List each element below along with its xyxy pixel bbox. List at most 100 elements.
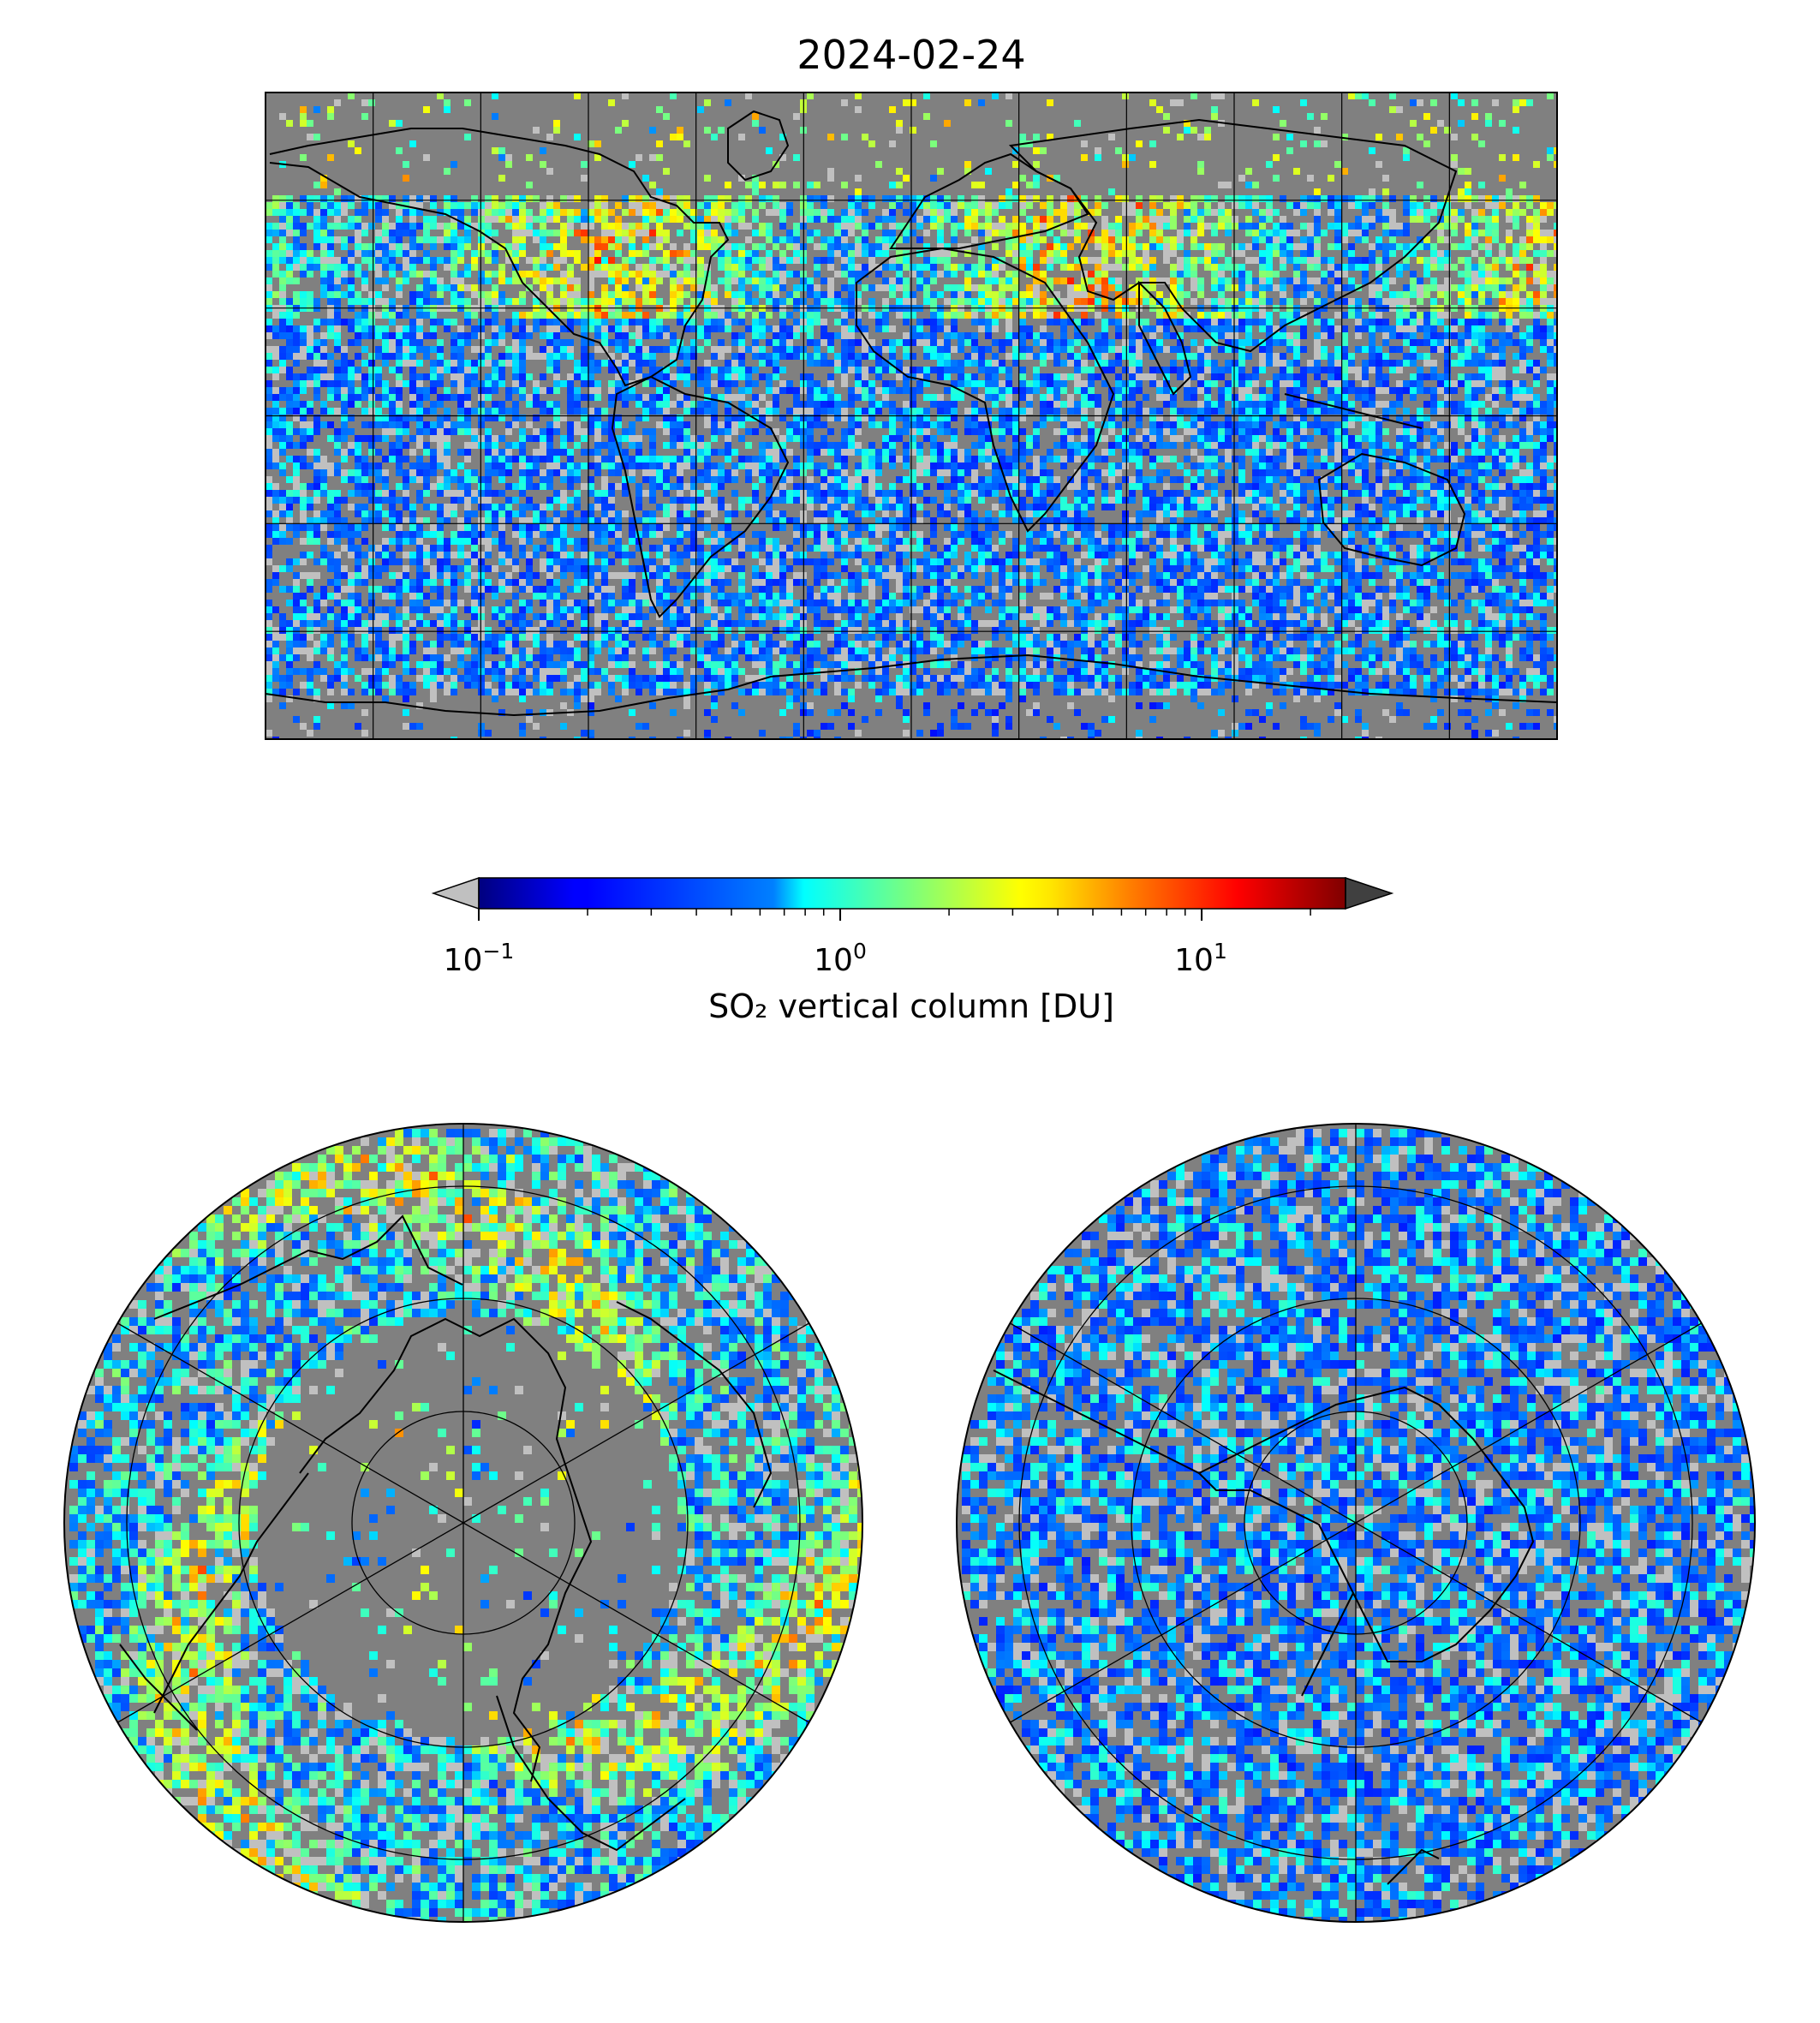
data-cell	[307, 380, 313, 387]
data-cell	[1444, 353, 1451, 360]
data-cell	[451, 236, 457, 243]
data-cell	[964, 291, 971, 298]
data-cell	[841, 134, 848, 140]
data-cell	[841, 380, 848, 387]
data-cell	[1554, 360, 1557, 367]
data-cell	[423, 353, 430, 360]
data-cell	[1012, 243, 1019, 250]
data-cell	[1225, 339, 1232, 346]
data-cell	[1362, 415, 1369, 421]
data-cell	[1238, 415, 1245, 421]
data-cell	[834, 216, 841, 223]
data-cell	[1396, 298, 1403, 305]
data-cell	[581, 298, 588, 305]
data-cell	[498, 373, 505, 380]
data-cell	[588, 257, 594, 264]
data-cell	[588, 360, 594, 367]
data-cell	[1451, 264, 1458, 271]
data-cell	[1273, 271, 1280, 277]
data-cell	[1040, 421, 1047, 428]
data-cell	[896, 168, 903, 175]
data-cell	[951, 230, 958, 236]
data-cell	[1396, 291, 1403, 298]
data-cell	[553, 230, 560, 236]
data-cell	[1307, 230, 1314, 236]
data-cell	[512, 202, 519, 209]
data-cell	[1533, 360, 1540, 367]
data-cell	[485, 236, 492, 243]
data-cell	[478, 236, 485, 243]
data-cell	[889, 380, 896, 387]
data-cell	[1095, 394, 1101, 401]
data-cell	[272, 243, 279, 250]
data-cell	[1204, 346, 1211, 353]
data-cell	[1533, 319, 1540, 325]
data-cell	[1513, 271, 1519, 277]
data-cell	[307, 325, 313, 332]
data-cell	[1369, 421, 1375, 428]
data-cell	[711, 319, 718, 325]
data-cell	[1259, 312, 1266, 319]
data-cell	[670, 291, 677, 298]
data-cell	[355, 387, 361, 394]
data-cell	[1238, 277, 1245, 284]
data-cell	[437, 415, 444, 421]
data-cell	[1149, 346, 1156, 353]
data-cell	[540, 243, 546, 250]
data-cell	[382, 421, 389, 428]
data-cell	[588, 415, 594, 421]
data-cell	[889, 106, 896, 113]
data-cell	[375, 209, 382, 216]
data-cell	[423, 106, 430, 113]
data-cell	[1012, 353, 1019, 360]
data-cell	[1136, 195, 1143, 202]
data-cell	[649, 360, 656, 367]
data-cell	[1177, 257, 1184, 264]
data-cell	[437, 319, 444, 325]
data-cell	[1101, 277, 1108, 284]
data-cell	[1286, 202, 1293, 209]
data-cell	[1040, 291, 1047, 298]
data-cell	[1211, 408, 1218, 415]
data-cell	[1444, 257, 1451, 264]
data-cell	[1143, 243, 1149, 250]
data-cell	[663, 325, 670, 332]
data-cell	[656, 394, 663, 401]
data-cell	[1088, 387, 1095, 394]
data-cell	[848, 209, 855, 216]
data-cell	[1108, 284, 1115, 291]
data-cell	[505, 243, 512, 250]
data-cell	[1259, 394, 1266, 401]
data-cell	[1300, 298, 1307, 305]
data-cell	[1513, 216, 1519, 223]
data-cell	[766, 428, 773, 435]
data-cell	[882, 264, 889, 271]
data-cell	[320, 202, 327, 209]
data-cell	[1554, 223, 1557, 230]
data-cell	[951, 291, 958, 298]
data-cell	[519, 394, 526, 401]
data-cell	[1197, 360, 1204, 367]
data-cell	[546, 134, 553, 140]
data-cell	[622, 257, 629, 264]
data-cell	[1417, 421, 1423, 428]
data-cell	[444, 202, 451, 209]
data-cell	[1170, 332, 1177, 339]
data-cell	[457, 387, 464, 394]
data-cell	[1396, 325, 1403, 332]
data-cell	[629, 298, 636, 305]
data-cell	[697, 243, 704, 250]
data-cell	[773, 284, 779, 291]
data-cell	[779, 325, 786, 332]
data-cell	[1513, 367, 1519, 373]
data-cell	[1259, 408, 1266, 415]
data-cell	[752, 380, 759, 387]
data-cell	[389, 401, 396, 408]
data-cell	[1101, 346, 1108, 353]
data-cell	[807, 202, 814, 209]
data-cell	[1067, 243, 1074, 250]
data-cell	[992, 373, 999, 380]
data-cell	[820, 257, 827, 264]
data-cell	[375, 298, 382, 305]
